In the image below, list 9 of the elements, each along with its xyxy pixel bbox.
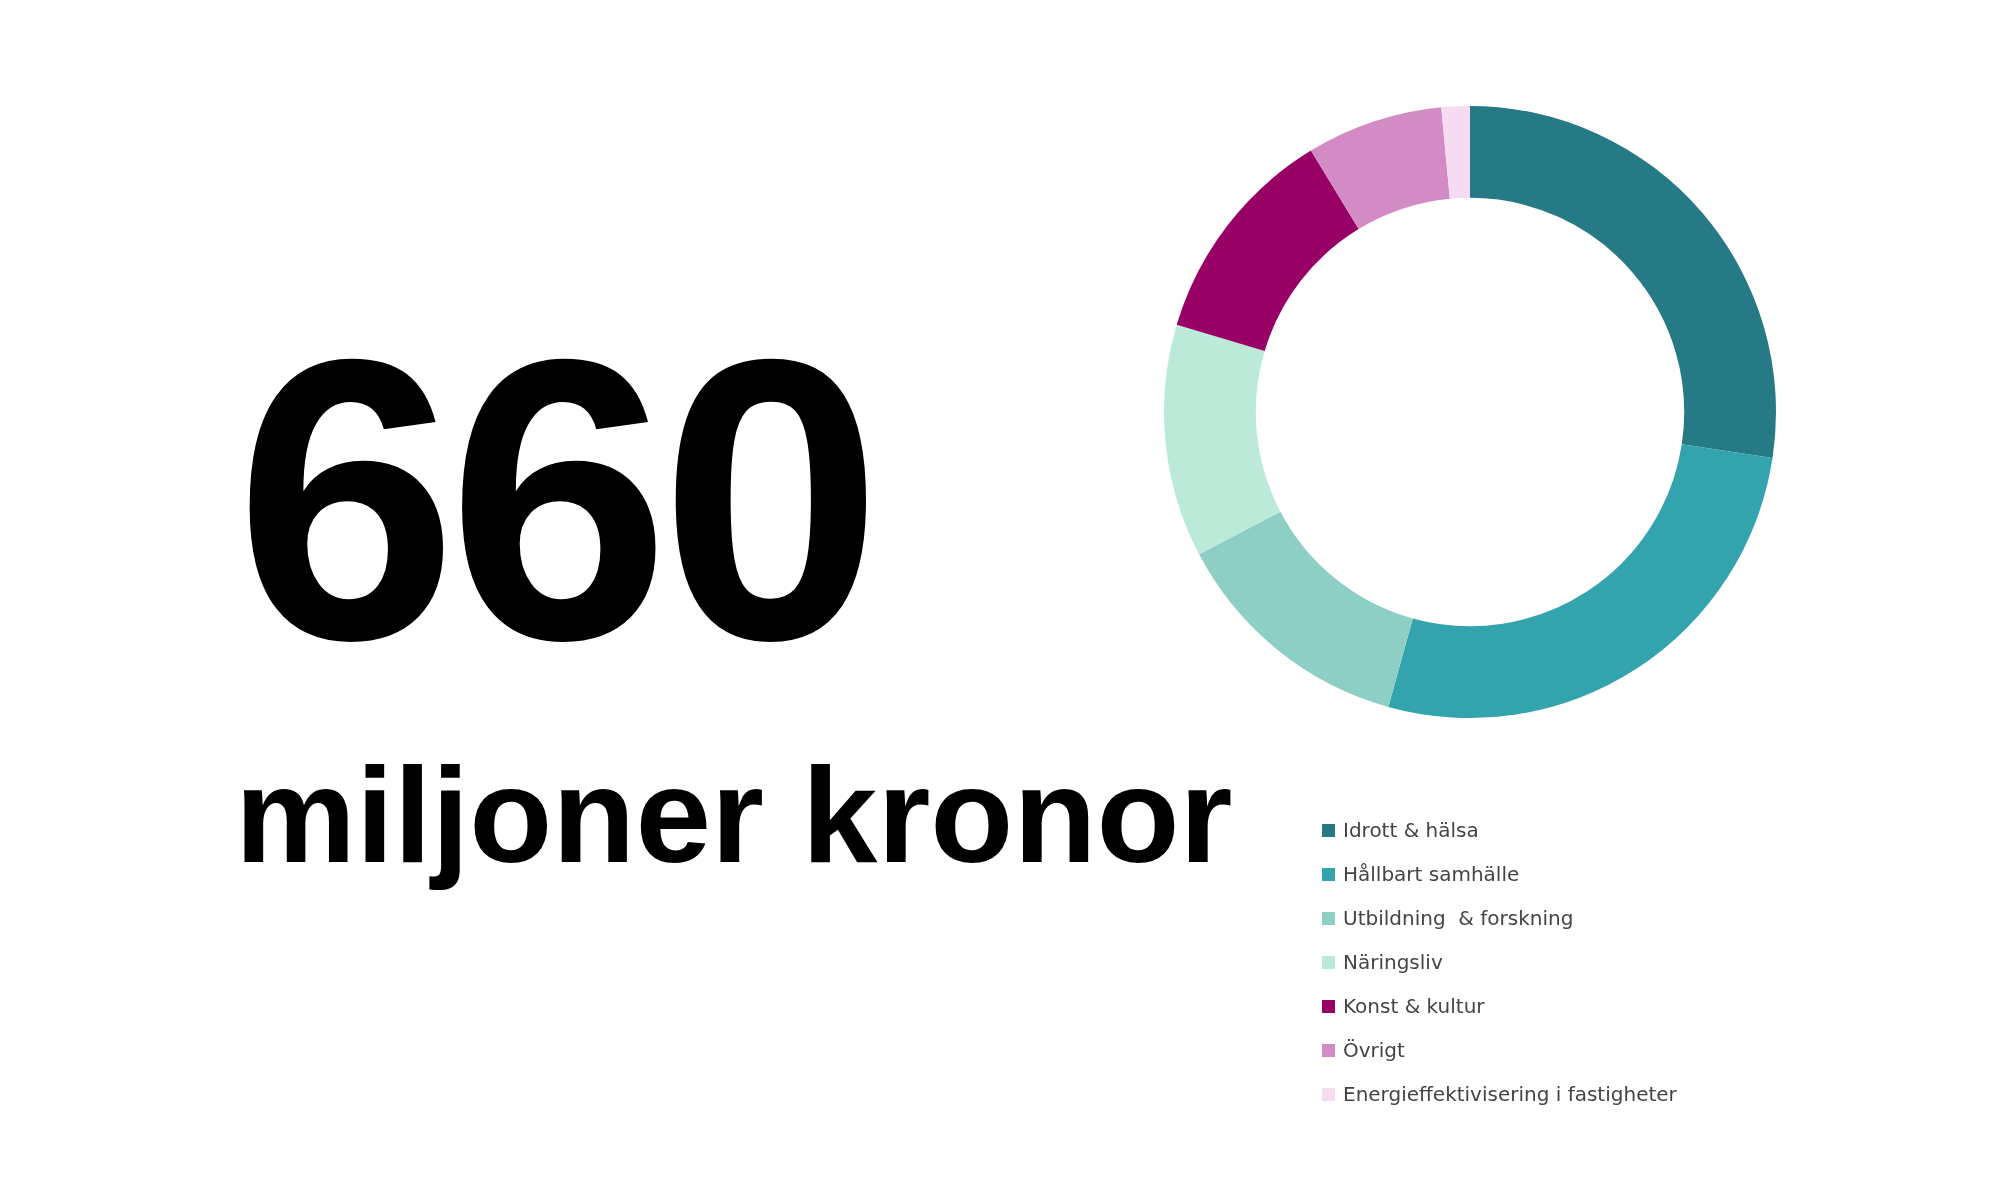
text: miljoner kronor [235,739,1233,891]
legend-label: Övrigt [1343,1038,1405,1062]
legend-label: Idrott & hälsa [1343,818,1479,842]
legend-label: Konst & kultur [1343,994,1485,1018]
legend-label: Näringsliv [1343,950,1443,974]
text: 660 [235,276,873,723]
legend-label: Hållbart samhälle [1343,862,1520,886]
legend-label: Utbildning & forskning [1343,906,1574,930]
legend-label: Energieffektivisering i fastigheter [1343,1082,1677,1106]
